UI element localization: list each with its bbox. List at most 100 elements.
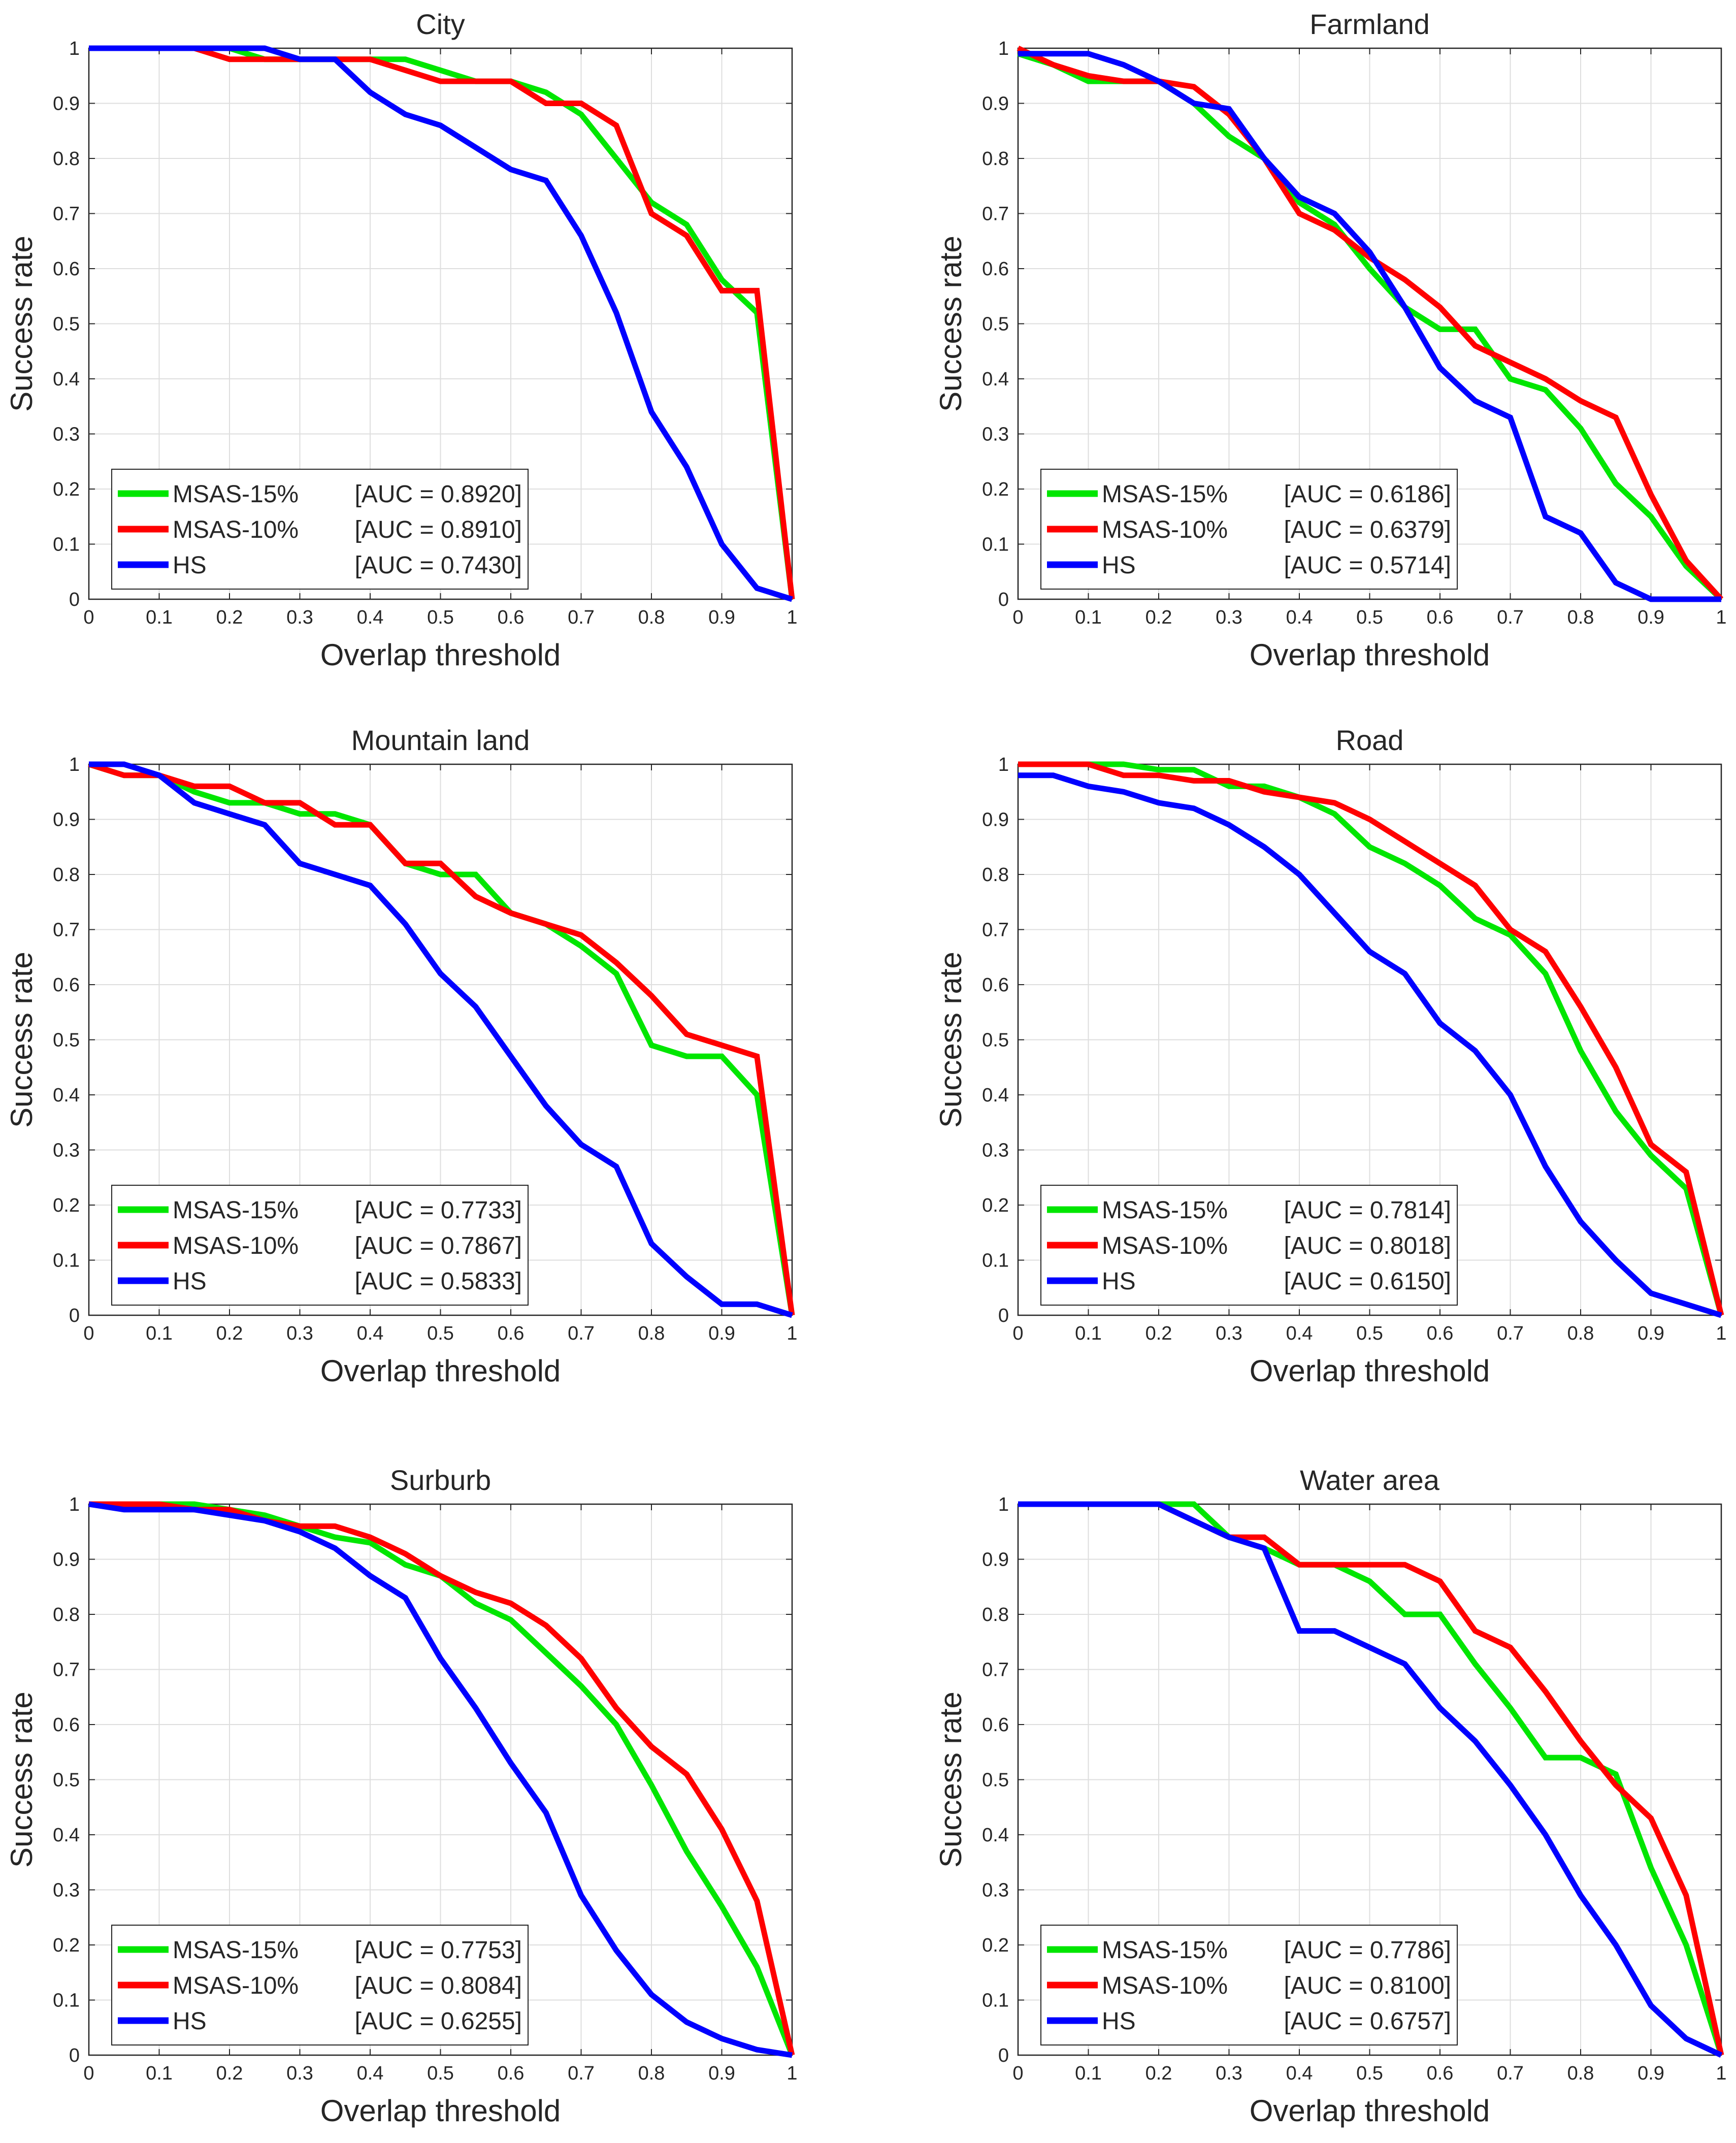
x-tick-label: 0 — [83, 1323, 94, 1344]
chart-title: Road — [1336, 724, 1404, 756]
legend-auc: [AUC = 0.7814] — [1284, 1197, 1451, 1224]
y-tick-label: 0.1 — [982, 1990, 1009, 2011]
x-tick-label: 0.1 — [146, 1323, 173, 1344]
x-tick-label: 1 — [787, 2063, 797, 2084]
y-tick-label: 0.5 — [53, 314, 80, 335]
x-tick-label: 0.8 — [1567, 2063, 1594, 2084]
y-tick-label: 0 — [69, 589, 80, 610]
legend-auc: [AUC = 0.6150] — [1284, 1268, 1451, 1295]
x-tick-label: 0.8 — [1567, 607, 1594, 628]
y-tick-label: 1 — [69, 38, 80, 59]
grid-lines — [89, 764, 792, 1315]
series-line-2 — [1018, 761, 1724, 1316]
x-tick-label: 0.3 — [286, 1323, 313, 1344]
y-tick-label: 0 — [69, 2045, 80, 2066]
y-tick-label: 0.6 — [982, 258, 1009, 280]
chart-panel-5: 0 0.1 0.2 0.3 0.4 0.5 0.6 0.7 0.8 0.9 1 0 0.1 0.2 0.3 0… — [5, 1464, 798, 2128]
y-tick-label: 0.2 — [53, 479, 80, 500]
x-tick-label: 0.7 — [1497, 607, 1524, 628]
x-tick-label: 0.4 — [357, 2063, 384, 2084]
y-tick-label: 0.8 — [53, 1604, 80, 1626]
x-tick-label: 0.2 — [1145, 2063, 1172, 2084]
y-axis-label: Success rate — [5, 1692, 39, 1868]
x-tick-label: 0.1 — [1075, 607, 1102, 628]
x-tick-label: 0.7 — [568, 1323, 595, 1344]
x-tick-label: 0.5 — [1356, 2063, 1383, 2084]
legend-auc: [AUC = 0.7867] — [354, 1232, 522, 1259]
legend-label: HS — [1102, 2008, 1136, 2035]
x-tick-label: 0 — [1012, 2063, 1023, 2084]
x-tick-label: 0.6 — [498, 1323, 525, 1344]
x-tick-label: 0.4 — [357, 1323, 384, 1344]
y-tick-label: 1 — [998, 1494, 1009, 1515]
legend-box — [111, 1185, 529, 1306]
legend-label: MSAS-10% — [1102, 1232, 1228, 1259]
y-tick-label: 0.6 — [982, 1714, 1009, 1736]
legend-label: MSAS-10% — [173, 1972, 299, 1999]
y-tick-label: 0.3 — [982, 1140, 1009, 1161]
x-tick-label: 0.2 — [1145, 1323, 1172, 1344]
x-tick-label: 0.1 — [1075, 2063, 1102, 2084]
y-tick-label: 0.1 — [982, 1250, 1009, 1272]
x-tick-label: 0.3 — [1216, 1323, 1242, 1344]
y-tick-label: 0.7 — [53, 1660, 80, 1681]
series-line-2 — [88, 761, 795, 1316]
chart-panel-1: 0 0.1 0.2 0.3 0.4 0.5 0.6 0.7 0.8 0.9 1 0 0.1 0.2 0.3 0… — [5, 8, 798, 672]
x-tick-label: 0 — [1012, 1323, 1023, 1344]
legend-auc: [AUC = 0.6757] — [1284, 2008, 1451, 2035]
y-tick-label: 0.8 — [982, 864, 1009, 886]
y-tick-label: 0.8 — [982, 1604, 1009, 1626]
x-tick-label: 0.5 — [427, 2063, 454, 2084]
legend-label: MSAS-15% — [173, 481, 299, 508]
series-line-3 — [89, 761, 793, 1318]
x-tick-label: 1 — [1716, 1323, 1726, 1344]
y-tick-label: 0.3 — [53, 424, 80, 445]
legend: MSAS-15% [AUC = 0.8920] MSAS-10% [AUC = 0.8… — [111, 469, 529, 590]
x-tick-label: 0.7 — [1497, 1323, 1524, 1344]
x-tick-label: 1 — [1716, 607, 1726, 628]
chart-panel-6: 0 0.1 0.2 0.3 0.4 0.5 0.6 0.7 0.8 0.9 1 0 0.1 0.2 0.3 0… — [934, 1464, 1727, 2128]
y-tick-label: 0.4 — [53, 1825, 80, 1846]
legend-auc: [AUC = 0.7753] — [354, 1937, 522, 1964]
legend: MSAS-15% [AUC = 0.7753] MSAS-10% [AUC = 0.8… — [111, 1925, 529, 2045]
x-tick-label: 0.5 — [427, 607, 454, 628]
x-tick-label: 0.3 — [286, 2063, 313, 2084]
y-tick-label: 0.2 — [982, 1195, 1009, 1216]
legend-label: MSAS-15% — [1102, 1197, 1228, 1224]
y-tick-label: 0.5 — [982, 1770, 1009, 1791]
y-tick-label: 1 — [998, 754, 1009, 775]
y-tick-label: 0.2 — [982, 479, 1009, 500]
y-tick-label: 0.3 — [982, 424, 1009, 445]
y-tick-label: 0.2 — [53, 1195, 80, 1216]
x-tick-label: 0.9 — [708, 2063, 735, 2084]
series-lines — [1017, 46, 1724, 602]
legend-box — [111, 469, 529, 590]
x-tick-label: 0.6 — [498, 607, 525, 628]
x-tick-label: 0.5 — [427, 1323, 454, 1344]
x-tick-label: 0.4 — [1286, 2063, 1313, 2084]
x-tick-label: 0.1 — [146, 607, 173, 628]
legend-label: MSAS-15% — [1102, 481, 1228, 508]
y-tick-label: 0.7 — [982, 920, 1009, 941]
x-tick-label: 0.7 — [1497, 2063, 1524, 2084]
chart-title: City — [416, 8, 465, 40]
y-tick-label: 0.9 — [982, 1549, 1009, 1571]
legend-label: HS — [1102, 552, 1136, 579]
y-tick-label: 0.5 — [982, 314, 1009, 335]
y-tick-label: 0.9 — [53, 1549, 80, 1571]
legend-label: MSAS-15% — [1102, 1937, 1228, 1964]
legend-label: HS — [173, 2008, 207, 2035]
series-line-1 — [1018, 761, 1724, 1316]
chart-panel-3: 0 0.1 0.2 0.3 0.4 0.5 0.6 0.7 0.8 0.9 1 0 0.1 0.2 0.3 0… — [5, 724, 798, 1388]
chart-panel-2: 0 0.1 0.2 0.3 0.4 0.5 0.6 0.7 0.8 0.9 1 0 0.1 0.2 0.3 0… — [934, 8, 1727, 672]
x-tick-label: 0.2 — [216, 2063, 243, 2084]
series-line-1 — [88, 761, 795, 1316]
legend-auc: [AUC = 0.7430] — [354, 552, 522, 579]
x-tick-label: 0.4 — [357, 607, 384, 628]
chart-title: Surburb — [390, 1464, 491, 1496]
x-tick-label: 0.2 — [1145, 607, 1172, 628]
legend-auc: [AUC = 0.8018] — [1284, 1232, 1451, 1259]
y-tick-label: 0.3 — [53, 1140, 80, 1161]
x-tick-label: 0.9 — [1637, 1323, 1664, 1344]
